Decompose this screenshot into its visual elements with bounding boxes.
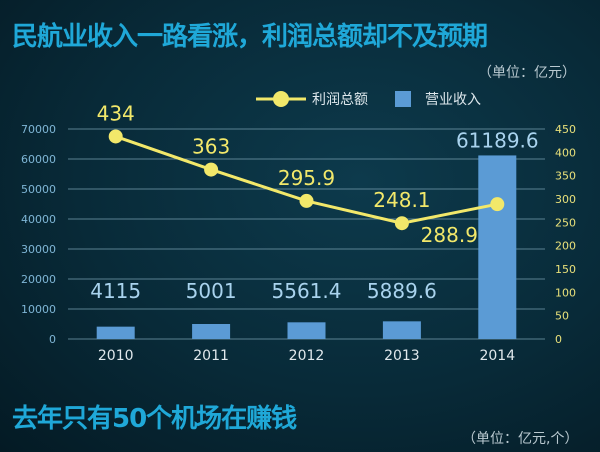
y-right-tick: 400 [555, 146, 576, 159]
y-left-tick: 60000 [21, 153, 56, 166]
y-right-tick: 350 [555, 170, 576, 183]
bar-label: 5561.4 [272, 279, 342, 303]
x-tick: 2011 [193, 348, 229, 364]
bar [96, 326, 135, 339]
y-left-tick: 0 [49, 333, 56, 346]
unit-label-2: （单位：亿元,个） [462, 431, 579, 447]
y-left-tick: 30000 [21, 243, 56, 256]
bar-label: 5889.6 [367, 279, 437, 303]
y-left-tick: 20000 [21, 273, 56, 286]
y-right-tick: 100 [555, 286, 576, 299]
y-right-tick: 200 [555, 240, 576, 253]
profit-point [204, 162, 219, 177]
legend-label-revenue: 营业收入 [425, 92, 481, 108]
bar-label: 5001 [186, 279, 237, 303]
profit-point [490, 197, 505, 212]
y-right-tick: 300 [555, 193, 576, 206]
chart-title: 民航业收入一路看涨，利润总额却不及预期 [12, 22, 488, 52]
y-left-tick: 70000 [21, 123, 56, 136]
y-right-tick: 450 [555, 123, 576, 136]
unit-label: （单位：亿元） [478, 65, 576, 81]
profit-point [394, 216, 409, 231]
profit-label: 434 [97, 101, 135, 125]
x-tick: 2010 [98, 348, 134, 364]
profit-label: 363 [192, 135, 230, 159]
y-left-tick: 40000 [21, 213, 56, 226]
x-tick: 2012 [289, 348, 325, 364]
y-right-tick: 250 [555, 216, 576, 229]
bar [382, 321, 421, 339]
profit-point [299, 193, 314, 208]
bar [192, 323, 231, 339]
profit-label: 288.9 [421, 223, 478, 247]
profit-label: 248.1 [373, 188, 430, 212]
legend-label-profit: 利润总额 [312, 92, 368, 108]
y-right-tick: 50 [555, 310, 569, 323]
profit-point [108, 129, 123, 144]
bar-label: 61189.6 [456, 128, 539, 152]
x-tick: 2014 [479, 348, 515, 364]
subtitle: 去年只有50个机场在赚钱 [12, 404, 297, 434]
y-right-tick: 150 [555, 263, 576, 276]
legend-point-icon [273, 91, 289, 107]
y-left-tick: 50000 [21, 183, 56, 196]
bar [287, 322, 326, 339]
profit-label: 295.9 [278, 166, 335, 190]
bar-label: 4115 [90, 279, 141, 303]
y-right-tick: 0 [555, 333, 562, 346]
y-left-tick: 10000 [21, 303, 56, 316]
x-tick: 2013 [384, 348, 420, 364]
legend-bar-icon [395, 91, 411, 107]
bar [478, 155, 517, 339]
